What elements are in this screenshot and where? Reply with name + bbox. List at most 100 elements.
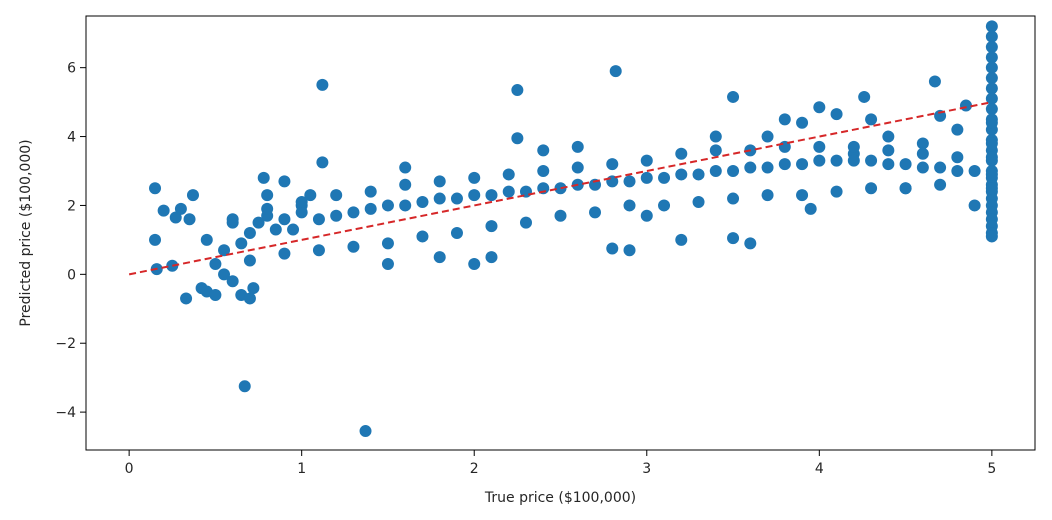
data-point	[450, 227, 463, 239]
data-point	[985, 30, 998, 43]
data-point	[330, 189, 343, 202]
data-point	[278, 213, 291, 226]
data-point	[257, 171, 270, 184]
data-point	[537, 144, 550, 157]
data-point	[858, 90, 871, 103]
data-point	[537, 182, 550, 195]
data-point	[623, 244, 636, 257]
data-point	[804, 202, 817, 215]
data-point	[381, 258, 394, 270]
data-point	[312, 244, 325, 257]
data-point	[727, 90, 740, 103]
data-point	[882, 158, 895, 171]
data-point	[295, 206, 308, 219]
data-point	[623, 199, 636, 212]
data-point	[218, 244, 231, 257]
data-point	[347, 240, 360, 253]
data-point	[951, 123, 964, 136]
y-tick-label: 4	[67, 130, 76, 146]
data-point	[813, 140, 826, 153]
y-tick-label: 0	[67, 267, 76, 283]
data-point	[761, 130, 774, 143]
data-point	[186, 189, 199, 202]
data-point	[968, 199, 981, 212]
data-point	[295, 196, 308, 208]
data-point	[847, 154, 860, 167]
data-point	[511, 132, 524, 145]
data-point	[589, 178, 602, 191]
data-point	[916, 147, 929, 160]
data-point	[149, 233, 162, 246]
data-point	[149, 182, 162, 195]
data-point	[640, 209, 653, 222]
data-point	[985, 230, 998, 243]
data-point	[180, 292, 193, 305]
data-point	[606, 242, 619, 255]
x-tick-label: 3	[642, 461, 651, 477]
data-point	[985, 20, 998, 33]
data-point	[261, 202, 274, 215]
data-point	[796, 158, 809, 171]
data-point	[985, 61, 998, 74]
data-point	[640, 171, 653, 184]
data-point	[226, 213, 239, 226]
data-point	[985, 51, 998, 64]
data-point	[571, 161, 584, 174]
data-point	[727, 165, 740, 177]
data-point	[485, 220, 498, 233]
data-point	[985, 72, 998, 84]
data-point	[951, 151, 964, 164]
data-point	[243, 254, 256, 267]
data-point	[209, 258, 222, 270]
data-point	[433, 192, 446, 205]
data-point	[959, 99, 972, 112]
data-point	[399, 161, 412, 174]
data-point	[278, 247, 291, 260]
data-point	[359, 425, 372, 438]
data-point	[796, 116, 809, 129]
data-point	[485, 251, 498, 264]
data-point	[934, 161, 947, 174]
data-point	[169, 211, 182, 224]
y-tick-label: −2	[55, 336, 76, 352]
data-point	[347, 206, 360, 219]
data-point	[166, 259, 179, 272]
data-point	[252, 216, 265, 229]
data-point	[511, 84, 524, 97]
data-point	[985, 151, 998, 164]
data-point	[882, 130, 895, 143]
data-point	[571, 140, 584, 153]
data-point	[381, 199, 394, 212]
data-point	[450, 192, 463, 205]
data-point	[381, 237, 394, 250]
data-point	[882, 144, 895, 157]
data-point	[502, 185, 515, 198]
data-point	[985, 168, 998, 181]
data-point	[554, 209, 567, 222]
data-point	[399, 199, 412, 212]
data-point	[916, 161, 929, 174]
y-tick-label: 6	[67, 61, 76, 77]
data-point	[761, 161, 774, 174]
data-point	[554, 182, 567, 195]
data-point	[796, 189, 809, 202]
data-point	[364, 185, 377, 198]
reference-line	[128, 101, 993, 276]
data-point	[899, 158, 912, 171]
data-point	[243, 292, 256, 305]
data-point	[813, 101, 826, 114]
x-tick-label: 4	[815, 461, 824, 477]
data-point	[830, 154, 843, 167]
data-point	[364, 202, 377, 215]
data-point	[934, 109, 947, 122]
data-point	[468, 171, 481, 184]
points-layer	[149, 20, 998, 438]
data-point	[312, 213, 325, 226]
data-point	[218, 268, 231, 281]
data-point	[658, 171, 671, 184]
data-point	[287, 223, 300, 236]
data-point	[899, 182, 912, 195]
data-point	[985, 92, 998, 105]
data-point	[778, 113, 791, 126]
